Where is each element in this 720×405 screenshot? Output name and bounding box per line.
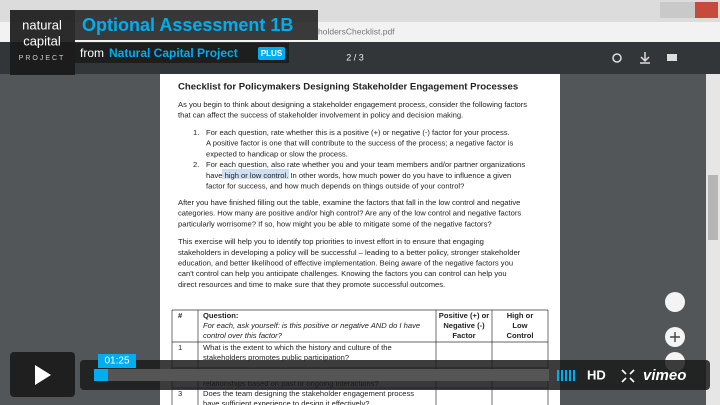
plus-icon [670,332,680,342]
doc-line: Positive (+) or [439,311,489,320]
doc-line: After you have finished filling out the … [178,198,520,207]
doc-line: that can affect the success of stakehold… [178,111,463,120]
channel-name[interactable]: Natural Capital Project [109,46,238,60]
doc-line: expected to handicap or slow the process… [206,149,348,158]
download-icon[interactable] [640,52,650,64]
doc-line: Negative (-) [443,321,485,330]
fullscreen-icon[interactable] [621,369,635,383]
volume-icon[interactable] [557,370,575,381]
doc-line: stakeholders promotes public participati… [203,353,349,362]
doc-line: control over this factor? [203,331,283,340]
doc-line: Does the team designing the stakeholder … [203,389,414,398]
doc-line: particularly worrisome? If so, how might… [178,219,492,228]
doc-line: education, and better likelihood of effe… [178,259,513,268]
logo-line: PROJECT [19,55,66,62]
page-indicator: 2 / 3 [346,52,364,62]
close-button[interactable] [695,2,718,18]
video-title[interactable]: Optional Assessment 1B [82,15,293,35]
doc-line: can't control can help you anticipate ch… [178,269,507,278]
doc-line: Factor [452,331,475,340]
vimeo-brand[interactable]: vimeo [643,367,686,384]
badge-text: PLUS [261,49,283,58]
doc-heading: Checklist for Policymakers Designing Sta… [178,82,518,93]
print-icon[interactable] [667,54,677,61]
doc-line: stakeholders in developing a policy will… [178,248,521,257]
doc-line: High or [507,311,534,320]
from-label: from [80,46,104,60]
byline-box [75,43,289,63]
hd-button[interactable]: HD [587,367,606,382]
doc-line: factor for success, and how much depends… [206,182,464,191]
time: 01:25 [104,356,129,367]
scroll-thumb[interactable] [708,175,718,240]
plus-badge [258,47,285,60]
text-highlight [222,169,289,179]
doc-line: Control [507,331,534,340]
doc-line: A positive factor is one that will contr… [206,139,513,148]
fit-button[interactable] [665,292,685,312]
logo-line: natural [22,17,62,32]
logo-box[interactable] [10,10,75,75]
doc-line: What is the extent to which the history … [203,343,392,352]
doc-line: categories. How many are positive and/or… [178,209,521,218]
doc-line: For each question, rate whether this is … [206,128,510,137]
doc-line: Question: [203,311,238,320]
doc-line: Low [512,321,527,330]
doc-line: As you begin to think about designing a … [178,100,527,109]
doc-line: For each question, also rate whether you… [206,160,525,169]
doc-line: 2. [193,160,199,169]
logo-line: capital [23,33,61,48]
doc-line: direct resources and time to make sure t… [178,280,445,289]
rotate-icon[interactable] [612,53,622,63]
doc-line: This exercise will help you to identify … [178,237,484,246]
pdf-page [160,74,560,405]
time-bubble [98,354,136,368]
filename: holdersChecklist.pdf [318,26,395,36]
doc-line: have sufficient experience to design it … [203,399,369,405]
doc-line: 1. [193,128,199,137]
doc-line: 1 [178,343,182,352]
play-icon [35,365,51,385]
title-box [75,10,318,40]
doc-line: have high or low control. In other words… [206,171,511,180]
doc-line: For each, ask yourself: is this positive… [203,321,420,330]
doc-line: # [178,311,183,320]
progress-played [94,369,108,381]
progress-track[interactable] [94,369,549,381]
doc-line: 3 [178,389,182,398]
